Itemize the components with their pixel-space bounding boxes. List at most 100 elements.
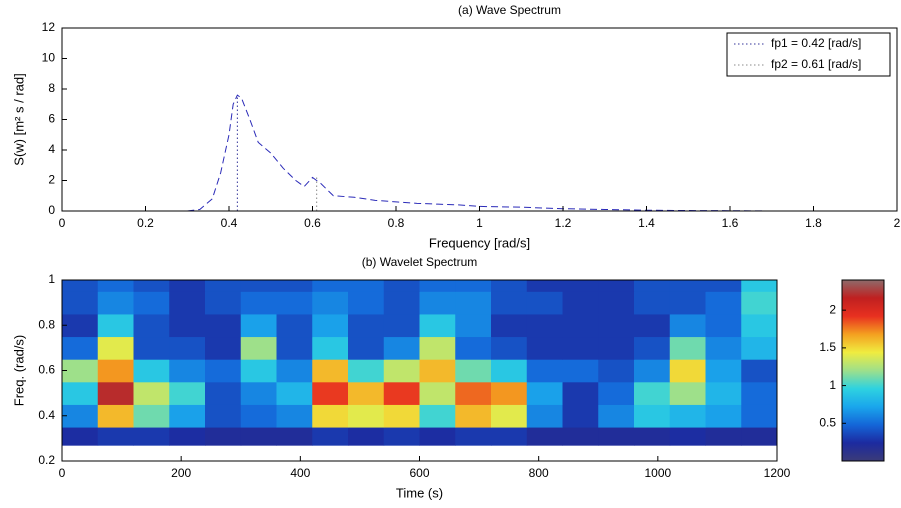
heat-cell: [133, 404, 170, 428]
heat-cell: [741, 359, 778, 383]
heat-cell: [526, 381, 563, 405]
heat-cell: [133, 359, 170, 383]
heat-cell: [169, 313, 206, 338]
x-tick-label: 1.6: [722, 216, 739, 230]
heat-cell: [348, 291, 385, 315]
heat-cell: [419, 280, 456, 292]
heat-cell: [419, 313, 456, 338]
heat-cell: [276, 291, 313, 315]
y-tick-label: 6: [48, 112, 55, 126]
heat-cell: [312, 291, 349, 315]
heat-cell: [598, 291, 635, 315]
y-tick-label: 8: [48, 81, 55, 95]
heat-cell: [383, 280, 420, 292]
heat-cell: [133, 381, 170, 405]
y-tick-label: 4: [48, 142, 55, 156]
heat-cell: [455, 404, 492, 428]
heat-cell: [276, 280, 313, 292]
heat-cell: [276, 359, 313, 383]
heat-cell: [348, 381, 385, 405]
heat-cell: [97, 313, 134, 338]
legend-label: fp2 = 0.61 [rad/s]: [771, 57, 861, 71]
heat-cell: [562, 359, 599, 383]
heat-cell: [205, 291, 242, 315]
heat-cell: [419, 336, 456, 360]
x-tick-label: 0.6: [304, 216, 321, 230]
heat-cell: [741, 404, 778, 428]
x-tick-label: 0.8: [388, 216, 405, 230]
y-axis-label: S(w) [m² s / rad]: [11, 73, 26, 165]
heat-cell: [205, 381, 242, 405]
heat-cell: [419, 291, 456, 315]
heat-cell: [97, 427, 134, 446]
heat-cell: [169, 336, 206, 360]
heat-cell: [598, 336, 635, 360]
chart-title: (a) Wave Spectrum: [458, 3, 561, 17]
heat-cell: [205, 336, 242, 360]
heat-cell: [741, 291, 778, 315]
heat-cell: [634, 359, 671, 383]
colorbar: [841, 279, 885, 462]
heat-cell: [455, 336, 492, 360]
heat-cell: [276, 427, 313, 446]
heat-cell: [634, 427, 671, 446]
colorbar-tick-label: 0.5: [819, 415, 836, 429]
legend-box: [726, 32, 891, 77]
heat-cell: [240, 291, 277, 315]
x-tick-label: 0: [59, 466, 66, 480]
heat-cell: [312, 381, 349, 405]
heat-cell: [383, 427, 420, 446]
heat-cell: [383, 381, 420, 405]
heat-cell: [455, 359, 492, 383]
heat-cell: [97, 291, 134, 315]
heat-cell: [562, 291, 599, 315]
heat-cell: [455, 427, 492, 446]
heat-cell: [669, 280, 706, 292]
heat-cell: [97, 359, 134, 383]
heat-cell: [669, 359, 706, 383]
heat-cell: [169, 404, 206, 428]
heat-cell: [205, 427, 242, 446]
y-tick-label: 0.8: [38, 317, 55, 331]
y-tick-label: 1: [48, 272, 55, 286]
heat-cell: [634, 404, 671, 428]
heat-cell: [491, 313, 528, 338]
colorbar-tick-label: 2: [829, 302, 836, 316]
heat-cell: [741, 336, 778, 360]
heat-cell: [705, 280, 742, 292]
heat-cell: [240, 359, 277, 383]
heat-cell: [133, 427, 170, 446]
heat-cell: [348, 336, 385, 360]
x-tick-label: 1.2: [555, 216, 572, 230]
heat-cell: [526, 291, 563, 315]
heat-cell: [455, 280, 492, 292]
heat-cell: [526, 336, 563, 360]
heat-cell: [669, 404, 706, 428]
heat-cell: [634, 381, 671, 405]
x-tick-label: 1.8: [805, 216, 822, 230]
heat-cell: [97, 404, 134, 428]
heat-cell: [455, 381, 492, 405]
x-tick-label: 800: [529, 466, 549, 480]
heat-cell: [169, 280, 206, 292]
heat-cell: [598, 381, 635, 405]
heat-cell: [669, 313, 706, 338]
heat-cell: [133, 313, 170, 338]
x-tick-label: 1: [476, 216, 483, 230]
heat-cell: [669, 381, 706, 405]
heat-cell: [562, 404, 599, 428]
colorbar-tick-label: 1: [829, 378, 836, 392]
heat-cell: [312, 336, 349, 360]
y-tick-label: 0: [48, 203, 55, 217]
heat-cell: [634, 336, 671, 360]
x-tick-label: 0: [59, 216, 66, 230]
heat-cell: [62, 313, 99, 338]
heat-cell: [562, 427, 599, 446]
heat-cell: [491, 381, 528, 405]
heat-cell: [419, 404, 456, 428]
heat-cell: [383, 313, 420, 338]
axes-frame: [61, 279, 778, 462]
heat-cell: [705, 336, 742, 360]
heat-cell: [741, 313, 778, 338]
heat-cell: [598, 313, 635, 338]
